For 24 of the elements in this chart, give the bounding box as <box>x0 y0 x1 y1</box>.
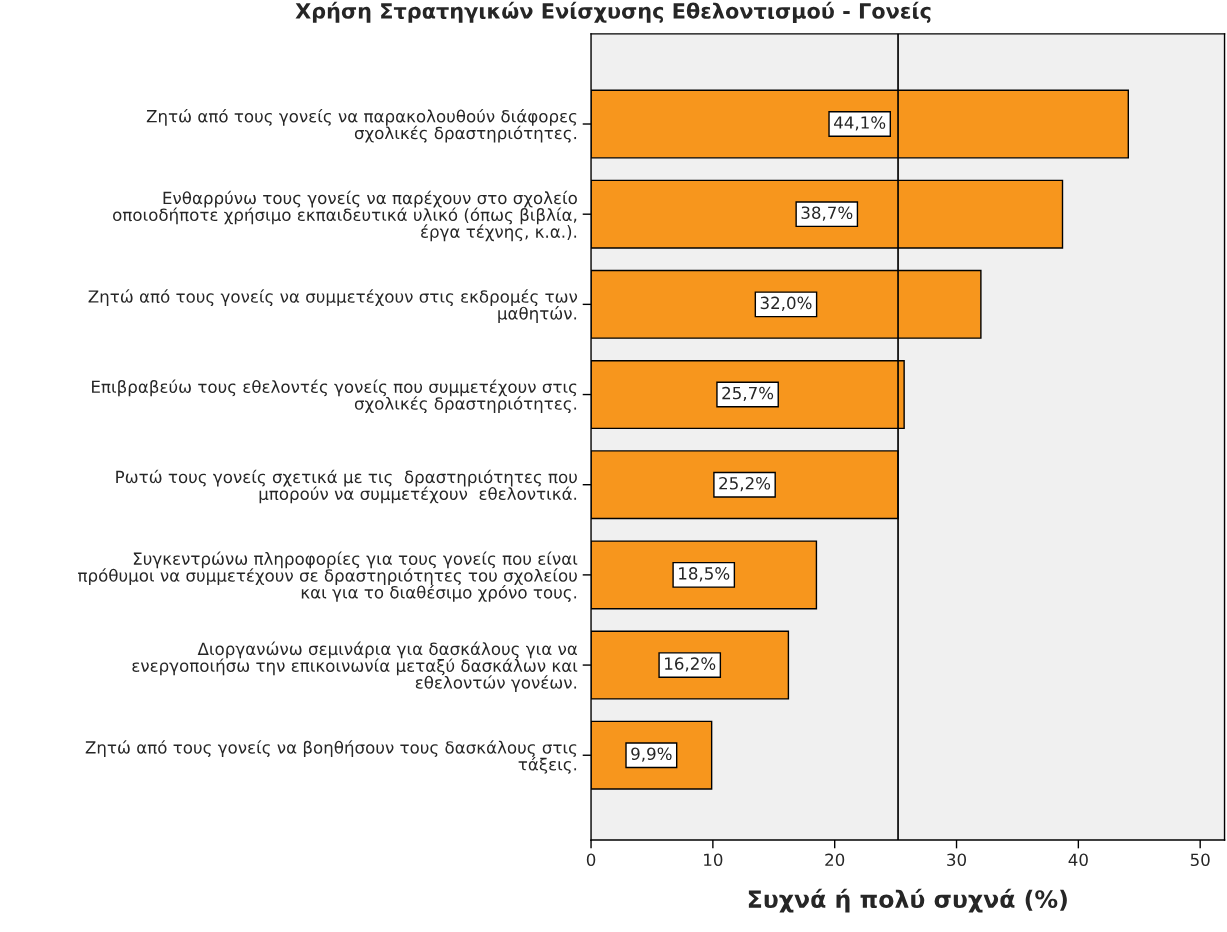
x-tick-label: 40 <box>1068 853 1088 867</box>
x-axis-title: Συχνά ή πολύ συχνά (%) <box>748 888 1067 913</box>
y-tick-label: Ενθαρρύνω τους γονείς να παρέχουν στο σχολείο οποιοδήποτε χρήσιμο εκπαιδευτικά υλικό (όπως βιβλία, έργα τέχνης, κ.α.). <box>113 190 577 242</box>
y-tick-label: Επιβραβεύω τους εθελοντές γονείς που συμμετέχουν στις σχολικές δραστηριότητες. <box>92 379 577 414</box>
data-label: 38,7% <box>801 206 853 221</box>
x-tick-label: 10 <box>704 853 723 867</box>
y-tick-label: Συγκεντρώνω πληροφορίες για τους γονείς που είναι πρόθυμοι να συμμετέχουν σε δραστηριότητες του σχολείου και για το διαθέσιμο χρόνο τους. <box>78 551 578 602</box>
data-label: 16,2% <box>665 657 716 672</box>
y-tick-label: Διοργανώνω σεμινάρια για δασκάλους για να ενεργοποιήσω την επικοινωνία μεταξύ δασκάλων και εθελοντών γονέων. <box>132 641 578 693</box>
x-tick-label: 0 <box>586 853 596 867</box>
y-tick-label: Ζητώ από τους γονείς να συμμετέχουν στις εκδρομές των μαθητών. <box>88 289 578 323</box>
data-label: 32,0% <box>760 296 812 311</box>
x-tick-label: 20 <box>825 853 845 867</box>
data-label: 18,5% <box>679 567 730 582</box>
y-tick-label: Ρωτώ τους γονείς σχετικά με τις δραστηριότητες που μπορούν να συμμετέχουν εθελοντικά. <box>116 469 577 504</box>
data-label: 25,2% <box>719 476 771 492</box>
data-label: 44,1% <box>834 116 886 131</box>
data-label: 25,7% <box>722 386 774 402</box>
x-tick-label: 50 <box>1190 853 1210 867</box>
x-tick-label: 30 <box>947 853 967 867</box>
data-label: 9,9% <box>631 747 672 762</box>
y-tick-label: Ζητώ από τους γονείς να βοηθήσουν τους δασκάλους στις τάξεις. <box>85 740 577 774</box>
chart-title: Χρήση Στρατηγικών Ενίσχυσης Εθελοντισμού - Γονείς <box>295 1 931 23</box>
y-tick-label: Ζητώ από τους γονείς να παρακολουθούν διάφορες σχολικές δραστηριότητες. <box>146 108 577 143</box>
